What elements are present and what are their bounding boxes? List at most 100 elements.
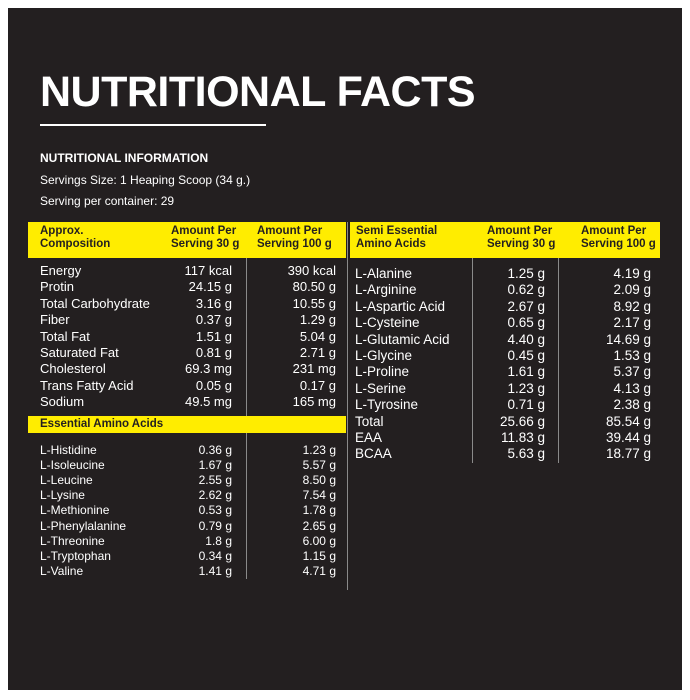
row-label: Fiber xyxy=(40,312,70,328)
servings-per-container: Serving per container: 29 xyxy=(40,194,175,208)
essential-title: Essential Amino Acids xyxy=(40,418,164,430)
row-value: 4.40 g xyxy=(507,331,545,347)
row-value: 0.05 g xyxy=(195,377,232,393)
row-value: 80.50 g xyxy=(292,279,336,295)
title-underline xyxy=(40,124,266,126)
row-label: L-Serine xyxy=(355,380,407,396)
row-value: 4.19 g xyxy=(613,266,651,281)
row-value: 49.5 mg xyxy=(185,394,232,410)
row-label: L-Tyrosine xyxy=(355,397,419,413)
row-label: L-Cysteine xyxy=(355,315,420,331)
row-value: 5.04 g xyxy=(299,328,336,344)
row-value: 0.62 g xyxy=(507,282,545,298)
row-value: 0.65 g xyxy=(507,315,545,331)
row-value: 5.63 g xyxy=(507,446,545,462)
essential-header xyxy=(28,416,346,433)
row-value: 0.53 g xyxy=(198,503,232,518)
row-label: L-Histidine xyxy=(40,443,97,457)
row-value: 3.16 g xyxy=(195,295,232,311)
row-value: 1.78 g xyxy=(302,503,336,518)
row-value: 5.37 g xyxy=(613,364,651,380)
row-value: 0.81 g xyxy=(195,345,232,360)
row-value: 2.67 g xyxy=(507,298,545,314)
row-label: Protin xyxy=(40,279,74,295)
row-value: 1.23 g xyxy=(507,380,545,396)
row-value: 8.50 g xyxy=(302,473,336,488)
row-label: Saturated Fat xyxy=(40,345,119,360)
row-value: 117 kcal xyxy=(184,263,232,278)
row-label: L-Methionine xyxy=(40,503,110,518)
row-label: Cholesterol xyxy=(40,361,106,377)
divider xyxy=(347,222,348,590)
row-value: 1.8 g xyxy=(205,533,232,548)
row-value: 2.17 g xyxy=(613,315,651,331)
row-value: 0.34 g xyxy=(198,548,232,563)
row-label: L-Tryptophan xyxy=(40,548,111,563)
row-label: L-Arginine xyxy=(355,282,417,298)
composition-header xyxy=(28,222,346,258)
row-value: 0.17 g xyxy=(299,377,336,393)
row-value: 1.23 g xyxy=(302,443,336,457)
panel xyxy=(8,8,682,690)
row-label: Total Carbohydrate xyxy=(40,295,150,311)
row-value: 1.29 g xyxy=(299,312,336,328)
row-value: 1.41 g xyxy=(198,563,232,578)
row-value: 0.71 g xyxy=(507,397,545,413)
row-label: L-Glutamic Acid xyxy=(355,331,450,347)
row-label: Total xyxy=(355,413,384,429)
row-value: 1.15 g xyxy=(302,548,336,563)
row-value: 2.55 g xyxy=(198,473,232,488)
row-value: 69.3 mg xyxy=(185,361,232,377)
row-value: 0.37 g xyxy=(195,312,232,328)
title: NUTRITIONAL FACTS xyxy=(40,68,476,116)
row-label: L-Aspartic Acid xyxy=(355,298,446,314)
row-label: Total Fat xyxy=(40,328,90,344)
row-value: 2.09 g xyxy=(613,282,651,298)
column-header: Amount Per Serving 30 g xyxy=(487,225,556,250)
row-value: 39.44 g xyxy=(605,430,651,445)
row-label: L-Proline xyxy=(355,364,410,380)
row-label: Trans Fatty Acid xyxy=(40,377,134,393)
row-value: 4.13 g xyxy=(613,380,651,396)
info-heading: NUTRITIONAL INFORMATION xyxy=(40,151,209,165)
row-value: 8.92 g xyxy=(613,298,651,314)
semi-header xyxy=(350,222,660,258)
row-value: 0.79 g xyxy=(198,518,232,533)
row-value: 1.61 g xyxy=(507,364,545,380)
row-value: 14.69 g xyxy=(605,331,651,347)
row-value: 1.25 g xyxy=(507,266,545,281)
row-value: 11.83 g xyxy=(500,430,545,445)
divider xyxy=(246,433,247,579)
row-value: 24.15 g xyxy=(188,279,232,295)
row-label: L-Valine xyxy=(40,563,84,578)
row-label: L-Lysine xyxy=(40,488,85,503)
row-label: L-Isoleucine xyxy=(40,458,105,473)
row-value: 2.65 g xyxy=(302,518,336,533)
row-label: L-Threonine xyxy=(40,533,105,548)
serving-size: Servings Size: 1 Heaping Scoop (34 g.) xyxy=(40,173,251,187)
row-value: 6.00 g xyxy=(302,533,336,548)
column-header: Amount Per Serving 30 g xyxy=(171,225,240,250)
row-value: 25.66 g xyxy=(499,413,545,429)
row-label: L-Phenylalanine xyxy=(40,518,127,533)
row-value: 4.71 g xyxy=(302,563,336,578)
row-value: 85.54 g xyxy=(605,413,651,429)
column-header: Semi Essential Amino Acids xyxy=(356,225,438,250)
row-value: 5.57 g xyxy=(302,458,336,473)
row-value: 1.67 g xyxy=(198,458,232,473)
row-value: 10.55 g xyxy=(292,295,336,311)
row-label: L-Leucine xyxy=(40,473,93,488)
row-value: 165 mg xyxy=(292,394,336,410)
column-header: Approx. Composition xyxy=(40,225,111,250)
row-value: 7.54 g xyxy=(302,488,336,503)
divider xyxy=(246,258,247,416)
row-label: Sodium xyxy=(40,394,85,410)
divider xyxy=(558,258,559,463)
column-header: Amount Per Serving 100 g xyxy=(581,225,656,250)
divider xyxy=(472,258,473,463)
row-value: 2.71 g xyxy=(299,345,336,360)
row-label: EAA xyxy=(355,430,383,445)
row-value: 0.36 g xyxy=(198,443,232,457)
row-value: 2.62 g xyxy=(198,488,232,503)
